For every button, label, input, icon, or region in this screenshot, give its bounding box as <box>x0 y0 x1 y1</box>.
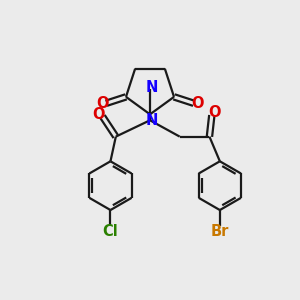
Text: O: O <box>191 96 204 111</box>
Text: O: O <box>208 105 220 120</box>
Text: N: N <box>145 80 158 95</box>
Text: N: N <box>145 113 158 128</box>
Text: Br: Br <box>211 224 229 239</box>
Text: O: O <box>96 96 109 111</box>
Text: O: O <box>93 106 105 122</box>
Text: Cl: Cl <box>103 224 118 239</box>
